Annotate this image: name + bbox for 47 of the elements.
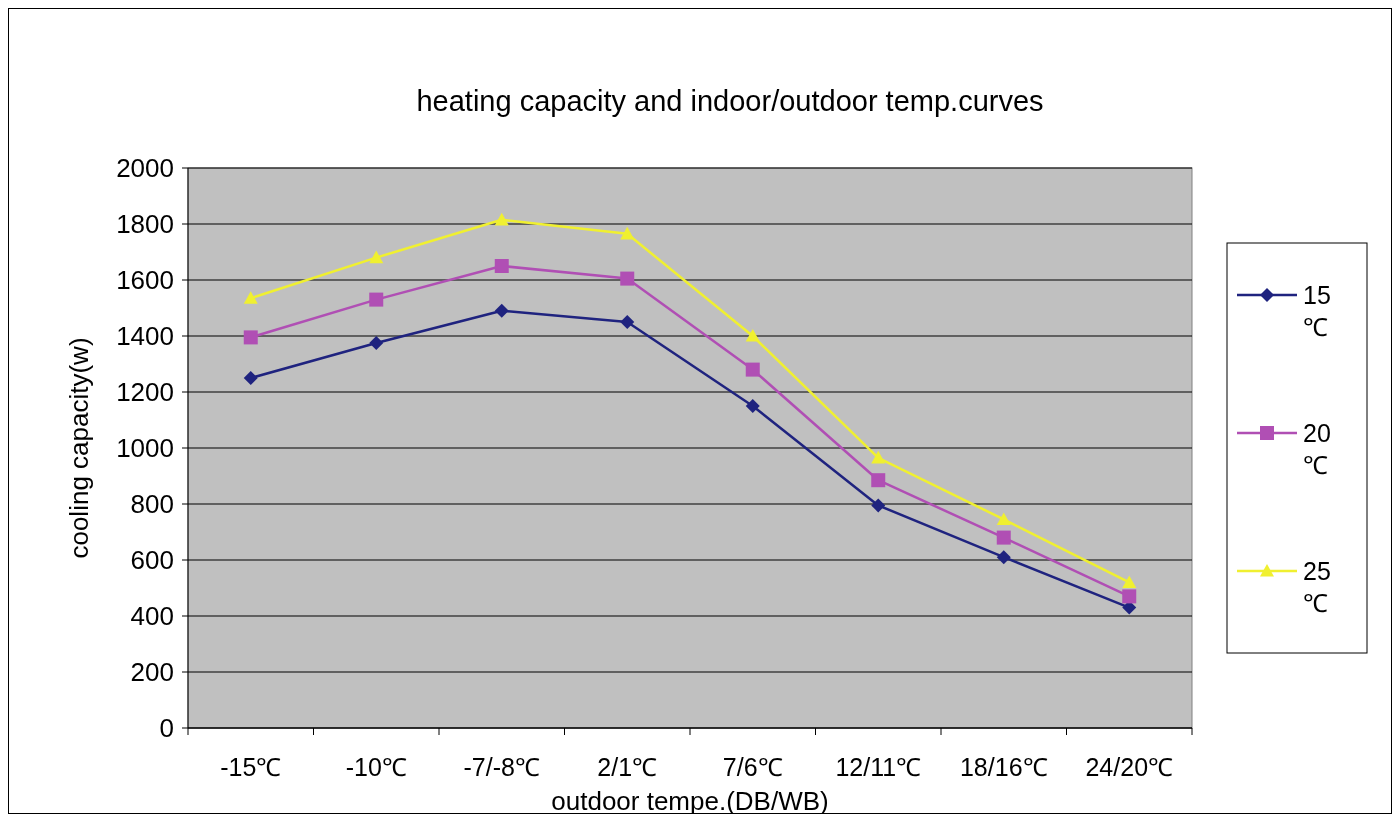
y-tick-label: 1800 [116, 209, 174, 240]
point [243, 330, 258, 345]
point [745, 329, 760, 342]
point [243, 291, 258, 304]
point [996, 550, 1011, 565]
x-tick-label: -7/-8℃ [463, 753, 540, 781]
point [745, 362, 760, 377]
point [369, 336, 384, 350]
y-tick-label: 2000 [116, 153, 174, 184]
point [745, 399, 760, 413]
x-tick-label: 24/20℃ [1085, 753, 1174, 781]
y-tick-label: 800 [130, 489, 174, 520]
point [620, 315, 635, 329]
y-tick-label: 600 [130, 545, 174, 576]
chart-title: heating capacity and indoor/outdoor temp.curves [416, 85, 1044, 117]
x-tick-label: 12/11℃ [835, 753, 922, 781]
point [494, 303, 509, 318]
y-tick-label: 1600 [116, 265, 174, 296]
point [494, 259, 509, 273]
x-tick-label: -15℃ [220, 753, 282, 781]
point [871, 498, 886, 513]
point [369, 250, 384, 264]
y-tick-label: 1400 [116, 321, 174, 352]
point [369, 292, 384, 307]
point [243, 371, 258, 385]
point [620, 271, 635, 286]
point [871, 473, 886, 488]
y-tick-label: 400 [130, 601, 174, 632]
point [1122, 589, 1137, 604]
point [1122, 575, 1137, 588]
point [494, 212, 509, 226]
point [996, 530, 1011, 545]
y-tick-label: 1200 [116, 377, 174, 408]
point [620, 226, 635, 240]
x-tick-label: 2/1℃ [597, 753, 658, 781]
point [871, 450, 886, 464]
y-axis-title: cooling capacity(w) [64, 337, 94, 559]
legend-label: 25 ℃ [1303, 556, 1331, 618]
legend-label: 15 ℃ [1303, 280, 1331, 342]
point [996, 512, 1011, 525]
x-tick-label: 7/6℃ [722, 753, 783, 781]
y-tick-label: 1000 [116, 433, 174, 464]
y-tick-label: 0 [159, 713, 174, 744]
legend-label: 20 ℃ [1303, 418, 1331, 480]
y-tick-label: 200 [130, 657, 174, 688]
x-tick-label: 18/16℃ [959, 753, 1048, 781]
x-tick-label: -10℃ [345, 753, 407, 781]
